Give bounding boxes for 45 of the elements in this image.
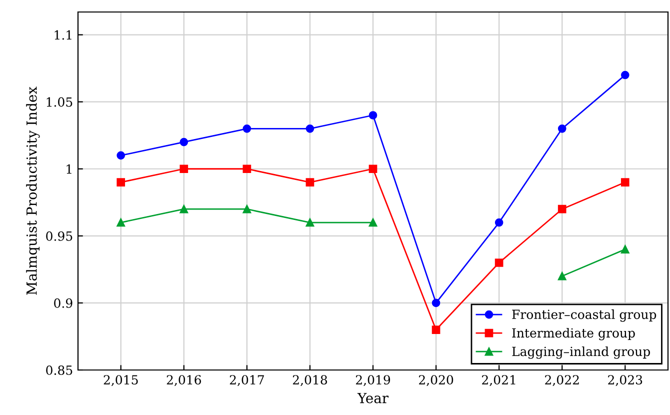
x-tick-label: 2,015 (104, 375, 138, 386)
point (180, 138, 188, 146)
point (494, 218, 504, 227)
x-tick-label: 2,017 (230, 375, 264, 386)
legend-label: Intermediate group (512, 328, 635, 340)
y-axis-title: Malmquist Productivity Index (26, 86, 40, 295)
point (432, 326, 440, 334)
legend-label: Frontier–coastal group (512, 309, 656, 322)
x-tick-label: 2,019 (356, 375, 390, 386)
y-tick-label: 0.85 (46, 365, 72, 375)
x-tick-label: 2,016 (166, 375, 202, 386)
point (242, 164, 252, 174)
point (180, 204, 188, 214)
point (242, 204, 252, 214)
y-tick-label: 0.95 (46, 231, 72, 241)
y-tick-label: 1.1 (54, 30, 72, 40)
x-tick-label: 2,022 (545, 375, 579, 386)
legend-label: Lagging–inland group (512, 346, 650, 359)
y-tick-label: 1 (66, 164, 72, 174)
point (620, 245, 630, 254)
point (116, 151, 126, 160)
x-tick-label: 2,021 (482, 375, 516, 386)
point (494, 258, 504, 267)
point (116, 178, 126, 186)
y-tick-label: 0.9 (54, 298, 72, 308)
point (306, 218, 314, 227)
point (620, 178, 630, 186)
point (180, 164, 188, 174)
point (306, 178, 314, 186)
x-tick-label: 2,023 (608, 375, 642, 386)
x-axis-title: Year (357, 392, 389, 404)
point (558, 124, 566, 133)
point (242, 124, 252, 133)
point (432, 298, 440, 308)
point (558, 204, 566, 214)
point (368, 111, 378, 120)
point (368, 218, 378, 227)
point (306, 124, 314, 133)
x-tick-label: 2,018 (292, 375, 328, 386)
y-tick-label: 1.05 (46, 97, 72, 107)
x-tick-label: 2,020 (418, 375, 454, 386)
point (116, 218, 126, 227)
point (620, 70, 630, 80)
point (368, 164, 378, 174)
point (558, 272, 566, 280)
